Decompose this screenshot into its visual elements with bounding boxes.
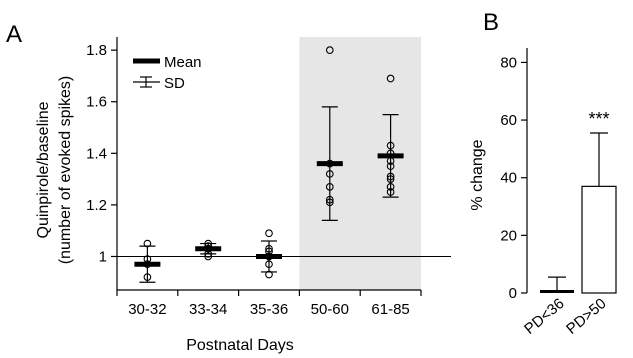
group-33-34 <box>195 239 222 261</box>
data-point <box>386 182 395 191</box>
x-tick-label: 35-36 <box>250 301 288 318</box>
y-tick-label: 1.6 <box>86 94 107 111</box>
bar-pd-gt-50 <box>581 185 617 294</box>
panel-a: A Quinpirole/baseline (number of evoked … <box>6 21 451 354</box>
panel-a-legend: Mean SD <box>133 54 202 92</box>
group-30-32 <box>134 239 161 283</box>
data-point <box>325 198 334 207</box>
y-tick-label: 0 <box>509 285 517 302</box>
y-tick-label: 80 <box>500 54 517 71</box>
x-tick-label: 61-85 <box>371 301 409 318</box>
data-point <box>143 239 152 248</box>
data-point <box>325 170 334 178</box>
legend-sd-swatch <box>133 76 160 88</box>
data-point <box>143 273 152 281</box>
data-point <box>386 188 395 196</box>
legend-mean-label: Mean <box>164 54 202 71</box>
group-35-36 <box>256 229 282 279</box>
panel-b-ylabel: % change <box>469 139 486 210</box>
y-tick-label: 1.4 <box>86 145 107 162</box>
legend-sd-label: SD <box>164 75 185 92</box>
x-tick-label: PD<36 <box>521 295 567 338</box>
y-tick-label: 40 <box>500 170 517 187</box>
significance-marker: *** <box>588 109 609 129</box>
group-50-60 <box>316 46 343 221</box>
y-tick-label: 1.2 <box>86 197 107 214</box>
data-point <box>386 172 395 181</box>
data-point <box>204 252 213 261</box>
y-tick-label: 1 <box>99 248 107 265</box>
data-point <box>265 244 273 253</box>
panel-a-ylabel-line1: Quinpirole/baseline <box>35 101 52 238</box>
y-tick-label: 1.8 <box>86 42 107 59</box>
data-point <box>325 46 334 55</box>
data-point <box>325 195 334 204</box>
data-point <box>265 260 273 269</box>
data-point <box>265 229 273 238</box>
y-tick-label: 20 <box>500 227 517 244</box>
x-tick-label: 30-32 <box>128 301 166 318</box>
panel-a-ylabel-line2: (number of evoked spikes) <box>57 76 74 265</box>
x-tick-label: 33-34 <box>189 301 227 318</box>
group-61-85 <box>377 74 404 198</box>
panel-a-xlabel: Postnatal Days <box>186 337 294 354</box>
data-point <box>325 182 334 191</box>
x-tick-label: PD>50 <box>563 295 609 338</box>
panel-a-label: A <box>6 21 22 48</box>
y-tick-label: 60 <box>500 112 517 129</box>
data-point <box>386 175 395 183</box>
data-point <box>386 74 395 83</box>
panel-b-label: B <box>483 9 499 36</box>
x-tick-label: 50-60 <box>311 301 349 318</box>
data-point <box>386 141 395 150</box>
data-point <box>386 162 395 171</box>
data-point <box>265 270 273 279</box>
